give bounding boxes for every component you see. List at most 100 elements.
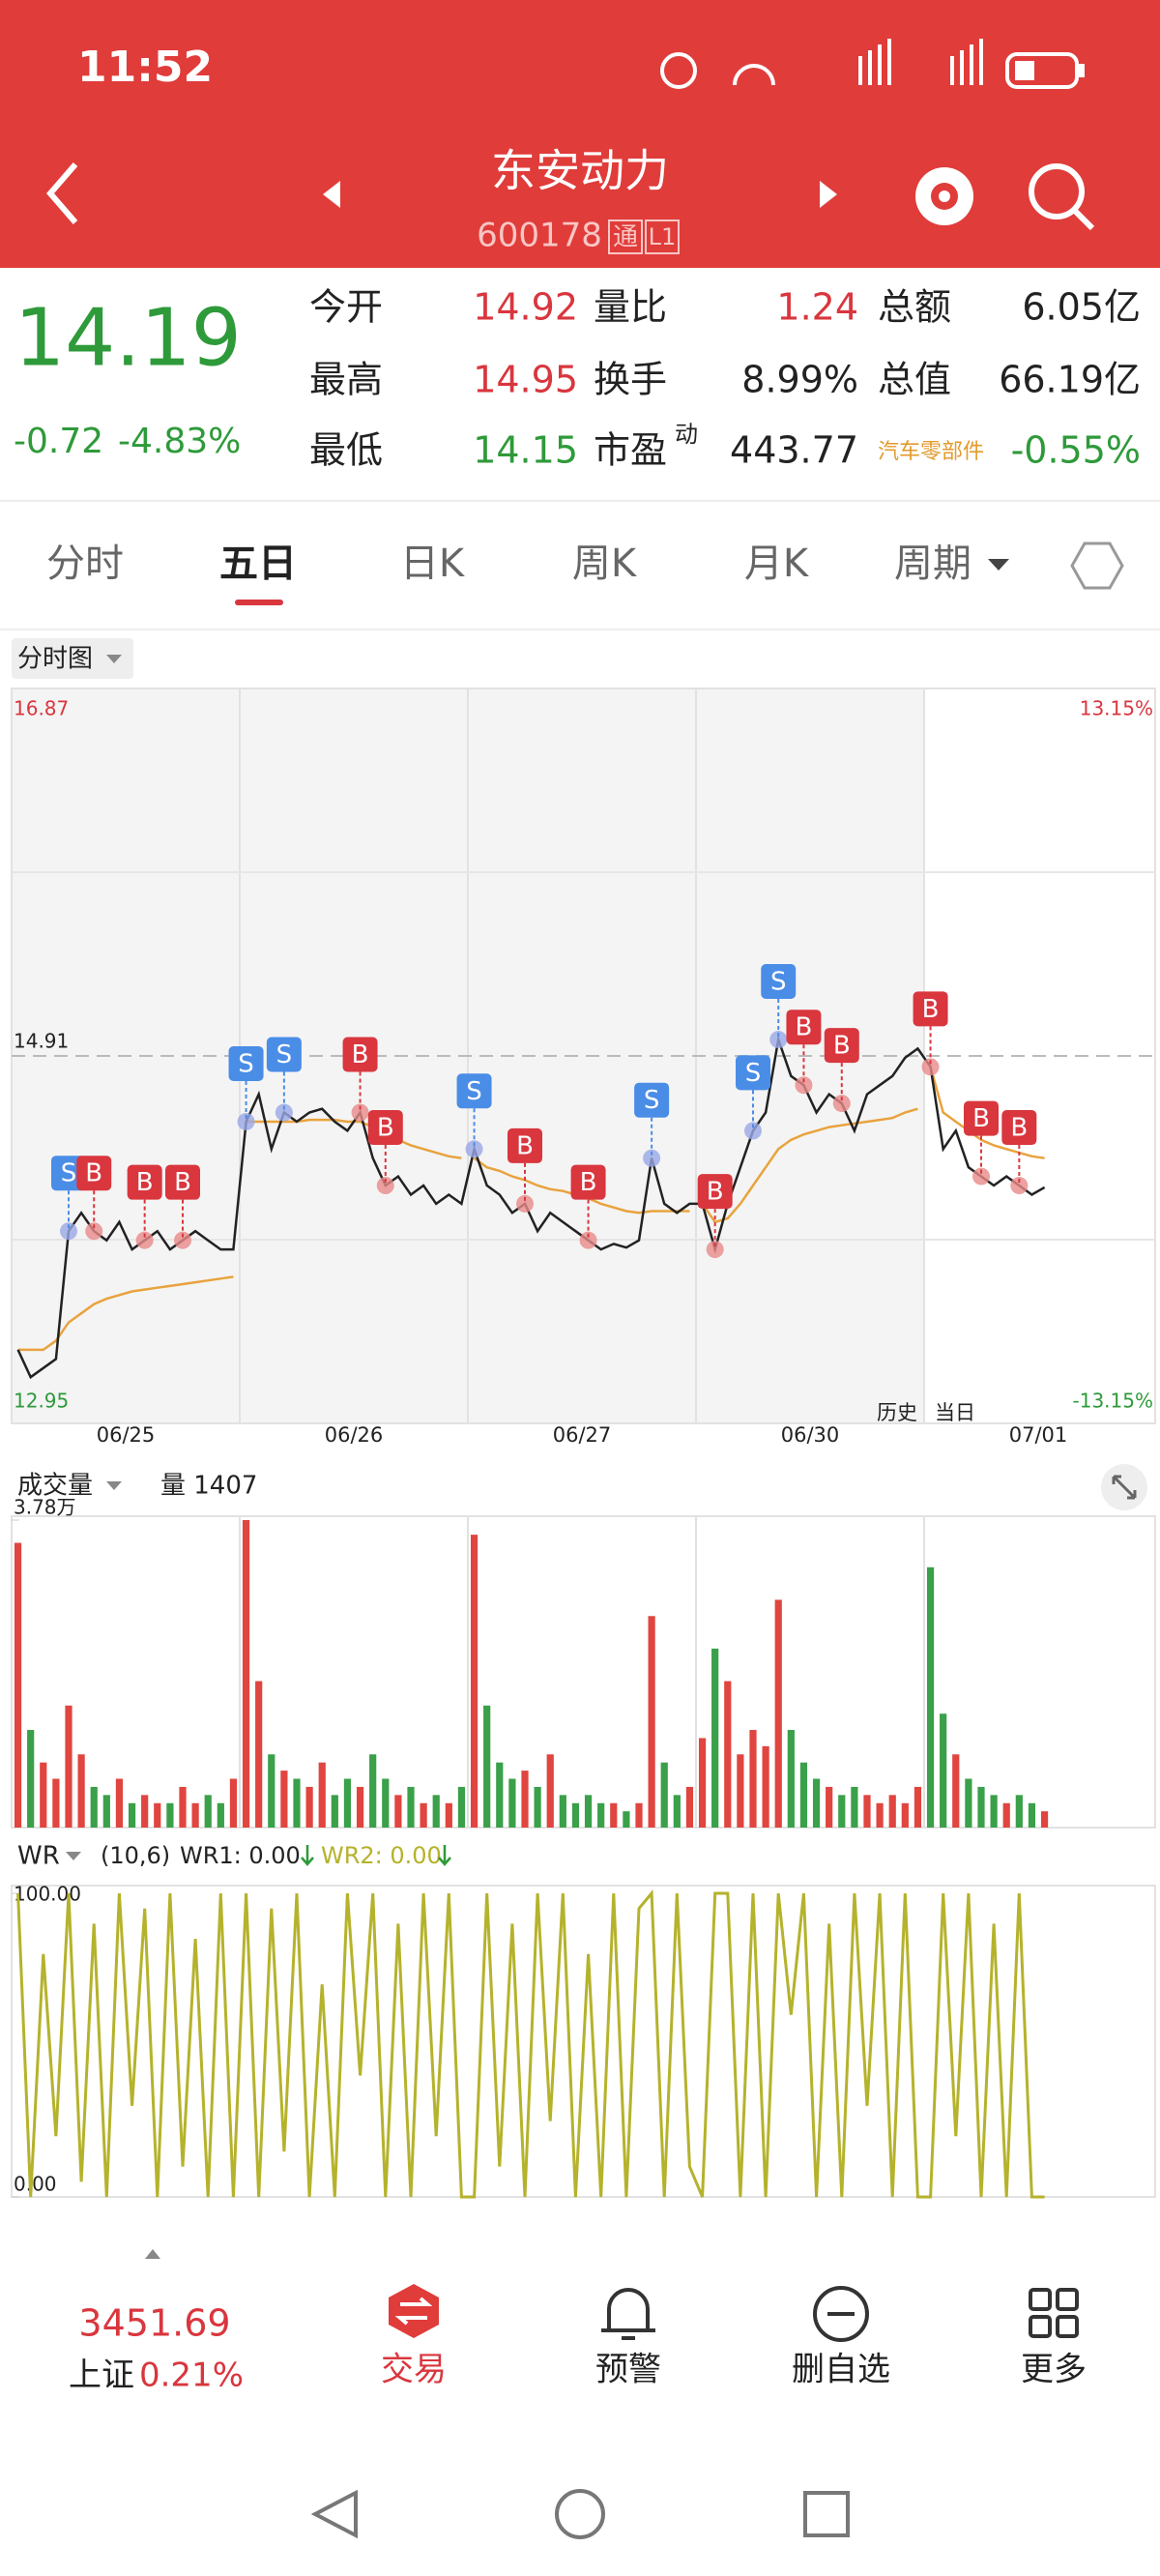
signal-label: B (580, 1168, 597, 1197)
tab[interactable]: 周K (572, 542, 638, 586)
dropdown-arrow (106, 1481, 122, 1490)
prev-stock[interactable] (323, 181, 340, 208)
volume-bar (318, 1762, 326, 1828)
volume-bar (812, 1778, 821, 1828)
volume-bar (179, 1786, 187, 1828)
volume-bar (255, 1681, 263, 1828)
signal-box (824, 1028, 859, 1064)
badge: L1 (649, 223, 677, 250)
signal-box (76, 1156, 112, 1191)
mascot-icon[interactable] (915, 167, 973, 225)
volume-bar (191, 1802, 199, 1828)
volume-bar (52, 1778, 60, 1828)
signal-label: S (466, 1077, 482, 1106)
quote-value: -0.55% (1011, 429, 1141, 472)
volume-bar (508, 1778, 516, 1828)
signal-dot (643, 1149, 661, 1167)
quote-label: 最低 (309, 429, 383, 472)
volume-bar (40, 1762, 47, 1828)
signal-box (1001, 1110, 1037, 1146)
chart-selector[interactable]: 分时图 (17, 645, 93, 674)
signal-label: B (352, 1040, 369, 1069)
signal-box (266, 1037, 302, 1072)
quote-value: 14.95 (473, 359, 578, 401)
stock-code: 600178 (477, 217, 602, 255)
badge-box (645, 220, 680, 254)
quote-value: 14.92 (473, 286, 578, 329)
trade-icon[interactable] (389, 2284, 439, 2338)
y-tick-label: 3.78万 (14, 1496, 76, 1519)
volume-bar (737, 1754, 744, 1828)
volume-bar (648, 1616, 655, 1828)
signal-label: S (61, 1159, 77, 1188)
signal-dot (795, 1076, 813, 1095)
signal-box (165, 1164, 200, 1200)
index-change: 0.21% (139, 2356, 244, 2395)
expand-icon (1112, 1475, 1137, 1500)
signal-dot (579, 1231, 597, 1249)
volume-bar (369, 1754, 377, 1828)
signal-box (786, 1010, 822, 1045)
dropdown-arrow (66, 1852, 81, 1860)
price-change: -0.72 (14, 422, 103, 461)
volume-bar (559, 1795, 566, 1828)
nav-label[interactable]: 交易 (381, 2351, 447, 2389)
volume-bar (940, 1713, 947, 1828)
signal-box (697, 1174, 733, 1210)
quote-label: 今开 (309, 286, 383, 329)
tab[interactable]: 周期 (894, 542, 972, 586)
quote-label: 换手 (594, 359, 667, 401)
signal-label: B (136, 1168, 154, 1197)
next-stock[interactable] (820, 181, 837, 208)
divider (0, 629, 1160, 630)
system-nav[interactable] (310, 2489, 850, 2539)
more-icon[interactable] (1029, 2288, 1079, 2338)
signal-box (127, 1164, 162, 1200)
panel-title[interactable]: WR (17, 1842, 60, 1871)
signal-label: B (833, 1032, 851, 1061)
x-tick-label: 06/30 (781, 1423, 840, 1447)
signal-dot (351, 1103, 369, 1122)
day-label: 当日 (935, 1401, 975, 1424)
quote-label-sup: 动 (675, 421, 698, 448)
quote-value: 443.77 (730, 429, 858, 472)
volume-bar (990, 1795, 998, 1828)
y-tick-label: 100.00 (14, 1883, 81, 1906)
panel-title[interactable]: 成交量 (17, 1472, 93, 1501)
tab[interactable]: 月K (744, 542, 810, 586)
volume-bar (445, 1802, 452, 1828)
wr2-value: WR2: 0.00 (321, 1842, 442, 1869)
expand-arrow[interactable] (145, 2249, 160, 2259)
signal-label: B (972, 1104, 990, 1133)
price-change-pct: -4.83% (118, 422, 241, 461)
signal-dot (60, 1222, 77, 1241)
selector-bg (12, 638, 133, 679)
alert-icon[interactable] (601, 2288, 655, 2340)
volume-bar (914, 1786, 922, 1828)
quote-label: 市盈 (594, 429, 667, 472)
index-value: 3451.69 (78, 2302, 230, 2345)
settings-icon[interactable] (1070, 542, 1124, 590)
tab[interactable]: 分时 (46, 542, 124, 586)
search-button[interactable] (1029, 163, 1095, 231)
nav-label[interactable]: 更多 (1021, 2351, 1087, 2389)
nav-label[interactable]: 删自选 (792, 2351, 890, 2389)
volume-bar (597, 1802, 605, 1828)
remove-icon[interactable] (813, 2286, 869, 2342)
status-icons (660, 39, 1085, 89)
tab[interactable]: 日K (400, 542, 466, 586)
volume-bar (1028, 1802, 1036, 1828)
volume-bar (229, 1778, 238, 1828)
x-tick-label: 06/27 (553, 1423, 612, 1447)
quote-value: 14.15 (473, 429, 578, 472)
volume-bar (673, 1795, 681, 1828)
nav-label[interactable]: 预警 (595, 2351, 661, 2389)
volume-bar (571, 1802, 580, 1828)
signal-dot (135, 1231, 154, 1249)
tab[interactable]: 五日 (219, 542, 297, 586)
wr-params: (10,6) (101, 1842, 170, 1869)
volume-bar (876, 1802, 884, 1828)
wr-line (16, 1889, 1045, 2199)
back-button[interactable] (46, 162, 78, 224)
